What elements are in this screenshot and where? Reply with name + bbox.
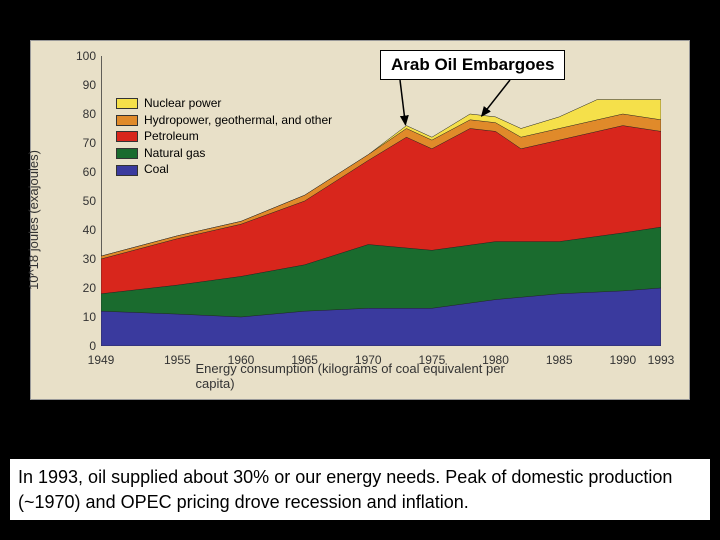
chart-panel: 10^18 joules (exajoules) Energy consumpt… — [30, 40, 690, 400]
legend: Nuclear powerHydropower, geothermal, and… — [116, 96, 332, 179]
y-tick: 50 — [71, 194, 96, 208]
legend-swatch — [116, 98, 138, 109]
y-tick: 0 — [71, 339, 96, 353]
x-tick: 1955 — [164, 353, 191, 367]
y-tick: 60 — [71, 165, 96, 179]
y-tick: 100 — [71, 49, 96, 63]
x-tick: 1975 — [419, 353, 446, 367]
legend-item: Petroleum — [116, 129, 332, 145]
x-tick: 1949 — [88, 353, 115, 367]
caption-text: In 1993, oil supplied about 30% or our e… — [18, 467, 672, 511]
embargo-annotation: Arab Oil Embargoes — [380, 50, 565, 80]
legend-label: Hydropower, geothermal, and other — [144, 113, 332, 129]
x-tick: 1990 — [609, 353, 636, 367]
legend-label: Natural gas — [144, 146, 205, 162]
legend-item: Coal — [116, 162, 332, 178]
caption: In 1993, oil supplied about 30% or our e… — [10, 459, 710, 520]
legend-swatch — [116, 148, 138, 159]
legend-item: Natural gas — [116, 146, 332, 162]
legend-swatch — [116, 131, 138, 142]
legend-swatch — [116, 115, 138, 126]
y-tick: 70 — [71, 136, 96, 150]
legend-swatch — [116, 165, 138, 176]
legend-label: Petroleum — [144, 129, 199, 145]
y-tick: 40 — [71, 223, 96, 237]
x-tick: 1985 — [546, 353, 573, 367]
y-tick: 20 — [71, 281, 96, 295]
y-tick: 80 — [71, 107, 96, 121]
x-tick: 1980 — [482, 353, 509, 367]
legend-label: Nuclear power — [144, 96, 221, 112]
x-tick: 1960 — [228, 353, 255, 367]
legend-label: Coal — [144, 162, 169, 178]
annotation-text: Arab Oil Embargoes — [391, 55, 554, 74]
y-tick: 10 — [71, 310, 96, 324]
x-tick: 1993 — [648, 353, 675, 367]
x-tick: 1970 — [355, 353, 382, 367]
y-axis-label: 10^18 joules (exajoules) — [26, 150, 41, 290]
y-tick: 90 — [71, 78, 96, 92]
legend-item: Nuclear power — [116, 96, 332, 112]
legend-item: Hydropower, geothermal, and other — [116, 113, 332, 129]
x-tick: 1965 — [291, 353, 318, 367]
y-tick: 30 — [71, 252, 96, 266]
